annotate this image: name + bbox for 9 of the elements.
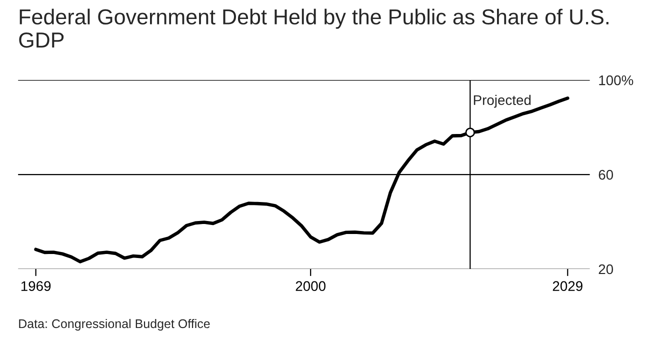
text: Data: Congressional Budget Office [19, 318, 210, 331]
x-tick-label: 1969 [21, 281, 51, 292]
chart-title: Federal Government Debt Held by the Public as Share of U.S. GDP [19, 8, 608, 48]
y-tick-label: 60 [598, 170, 614, 180]
x-tick-label: 2000 [296, 281, 326, 292]
ref-line-label: Projected [474, 94, 531, 108]
y-tick-label: 20 [598, 264, 614, 274]
y-tick-label: 100% [599, 75, 634, 86]
x-tick-label: 2029 [552, 281, 582, 292]
